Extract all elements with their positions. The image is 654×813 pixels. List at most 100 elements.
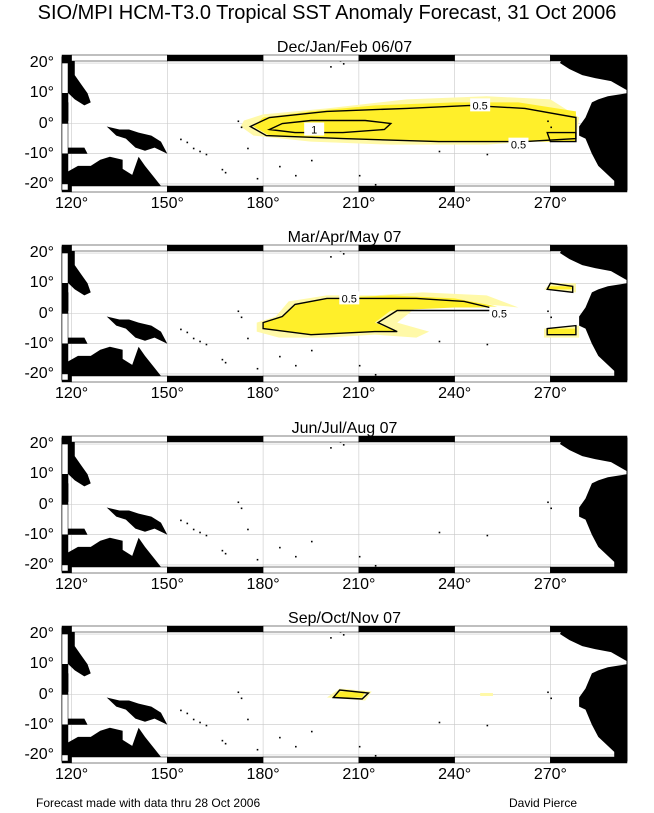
anomaly-contour: [546, 324, 577, 336]
panel-title-djf: Dec/Jan/Feb 06/07: [276, 39, 413, 56]
island: [221, 549, 224, 552]
frame-bar: [61, 437, 69, 445]
frame-bar: [262, 244, 360, 252]
island: [199, 721, 201, 724]
island: [247, 337, 249, 340]
lon-tick-label: 210°: [342, 576, 376, 593]
frame-bar: [358, 244, 455, 252]
island: [237, 501, 240, 504]
frame-bar: [71, 435, 168, 443]
island: [374, 183, 377, 186]
frame-bar: [358, 566, 455, 574]
frame-bar: [61, 183, 69, 191]
island: [550, 507, 552, 510]
island: [295, 364, 297, 367]
island: [199, 531, 201, 534]
lon-tick-label: 120°: [55, 385, 89, 402]
island: [186, 712, 189, 715]
anomaly-region: [333, 691, 366, 698]
island: [221, 358, 224, 361]
frame-bar: [358, 185, 455, 193]
frame-bar: [61, 443, 69, 475]
map-panel-4: [61, 625, 628, 764]
frame-bar: [454, 244, 551, 252]
frame-bar: [61, 564, 69, 572]
frame-bar: [454, 185, 551, 193]
island: [438, 531, 441, 534]
island: [547, 501, 549, 504]
island: [374, 564, 377, 567]
lon-tick-label: 150°: [150, 766, 184, 783]
frame-bar: [358, 54, 455, 62]
frame-bar: [262, 185, 360, 193]
lat-tick-label: 20°: [29, 435, 54, 453]
lat-tick-label: -20°: [24, 174, 54, 192]
lon-tick-label: 180°: [246, 385, 280, 402]
land-mass: [62, 438, 91, 487]
island: [224, 361, 227, 364]
island: [180, 519, 182, 522]
contour-label: 0.5: [511, 140, 526, 152]
lon-tick-label: 150°: [150, 576, 184, 593]
frame-bar: [358, 375, 455, 383]
land-mass: [62, 718, 88, 725]
frame-bar: [61, 246, 69, 254]
anomaly-contour: [248, 104, 577, 143]
island: [192, 147, 195, 150]
frame-bar: [454, 566, 551, 574]
lat-tick-label: -20°: [24, 555, 54, 573]
island: [205, 724, 208, 727]
island: [358, 174, 361, 177]
panel-title-jja: Jun/Jul/Aug 07: [291, 420, 398, 437]
frame-bar: [550, 756, 628, 764]
island: [247, 147, 249, 150]
frame-bar: [61, 313, 69, 344]
anomaly-region: [547, 328, 576, 335]
island: [256, 367, 259, 370]
anomaly-contour: [262, 297, 503, 336]
island: [256, 558, 259, 561]
lat-tick-label: -10°: [24, 715, 54, 733]
lat-tick-label: -20°: [24, 364, 54, 382]
island: [237, 691, 240, 694]
island: [438, 721, 441, 724]
land-mass: [559, 628, 627, 662]
anomaly-contour: [546, 131, 577, 143]
frame-bar: [262, 375, 360, 383]
frame-bar: [61, 62, 69, 94]
island: [186, 331, 189, 334]
island: [310, 540, 313, 543]
land-mass: [106, 316, 168, 344]
lon-tick-label: 270°: [533, 766, 567, 783]
island: [256, 177, 259, 180]
lat-tick-label: 0°: [38, 304, 54, 322]
island: [279, 355, 281, 358]
lon-tick-label: 120°: [55, 766, 89, 783]
anomaly-region: [547, 286, 573, 290]
island: [374, 373, 377, 376]
island: [374, 754, 377, 757]
anomaly-region: [263, 295, 503, 335]
frame-bar: [550, 54, 628, 62]
anomaly-region-light: [480, 692, 493, 697]
island: [180, 709, 182, 712]
island: [547, 691, 549, 694]
land-mass: [106, 507, 168, 535]
frame-bar: [358, 435, 455, 443]
land-mass: [106, 697, 168, 725]
island: [358, 745, 361, 748]
island: [310, 349, 313, 352]
island: [221, 168, 224, 171]
island: [180, 328, 182, 331]
lon-tick-label: 240°: [438, 766, 472, 783]
frame-bar: [262, 435, 360, 443]
island: [358, 555, 361, 558]
island: [358, 364, 361, 367]
lat-tick-label: -10°: [24, 334, 54, 352]
frame-bar: [61, 252, 69, 284]
frame-bar: [550, 185, 628, 193]
island: [247, 528, 249, 531]
frame-bar: [61, 754, 69, 762]
island: [192, 337, 195, 340]
contour-label-bg: [339, 291, 360, 305]
